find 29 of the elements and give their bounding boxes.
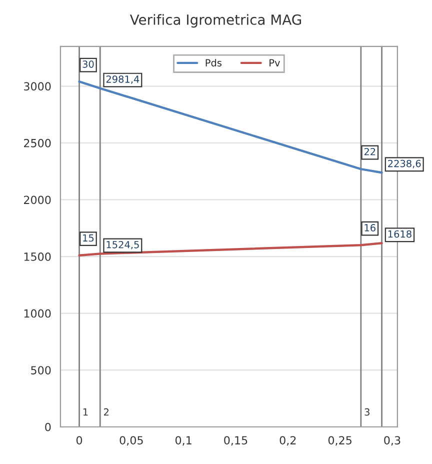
y-tick-label: 1000 [24,309,51,318]
annotation: 3 [364,408,370,416]
y-tick-label: 0 [45,422,51,432]
annotation: 2238,6 [388,160,421,168]
x-tick-label: 0,2 [280,436,296,446]
y-tick-label: 2000 [24,196,51,204]
y-tick-label: 1500 [24,252,51,261]
annotation: 16 [364,224,376,232]
annotation: 2 [104,408,108,416]
annotation: 1618 [388,230,412,238]
x-tick-label: 0,1 [175,436,192,446]
legend-label: Pv [270,59,280,66]
annotation: 2981,4 [106,75,140,84]
x-tick-label: 0,15 [224,436,248,446]
annotation: 22 [364,148,376,156]
x-tick-label: 0,25 [328,436,352,446]
y-tick-label: 3000 [24,82,51,91]
annotation: 1 [83,408,88,416]
x-tick-label: 0,05 [120,436,143,446]
chart-title: Verifica Igrometrica MAG [130,14,302,28]
annotation: 30 [82,60,94,68]
line-series [78,242,383,256]
legend-label: Pds [206,58,222,66]
annotation: 15 [83,234,94,242]
annotation: 1524,5 [106,240,139,250]
y-tick-label: 2500 [24,138,51,148]
y-tick-label: 500 [31,366,51,374]
x-tick-label: 0 [76,436,82,445]
x-tick-label: 0,3 [384,436,400,446]
